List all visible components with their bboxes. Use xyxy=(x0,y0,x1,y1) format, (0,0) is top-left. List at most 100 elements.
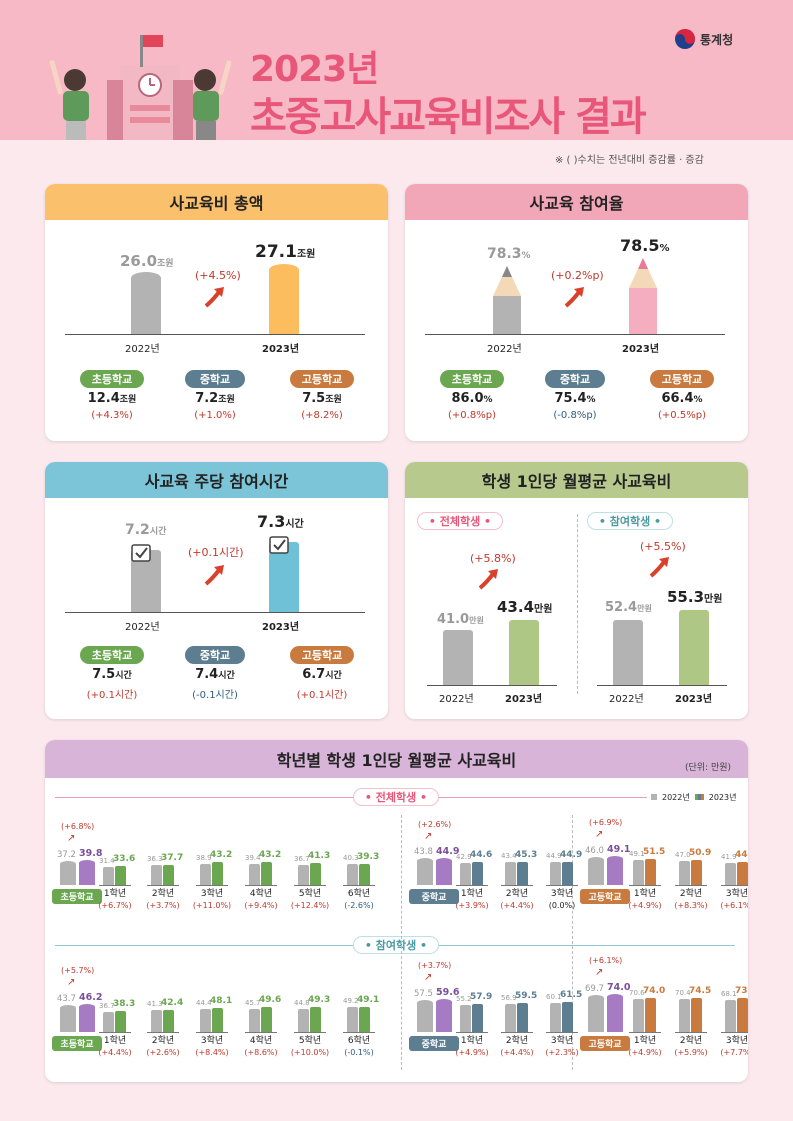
total-2023-bar xyxy=(607,993,623,1032)
grade-label: 3학년 xyxy=(200,889,224,899)
grade-2022-value: 39.4 xyxy=(245,853,261,862)
grade-2022-bar xyxy=(298,1008,309,1032)
grade-label: 1학년 xyxy=(460,1036,484,1046)
grade-2023-bar xyxy=(645,997,656,1032)
grade-change: (+6.7%) xyxy=(98,901,132,910)
change-note: ※ ( )수치는 전년대비 증감률 · 증감 xyxy=(555,155,704,166)
part-curr-year: 2023년 xyxy=(675,694,713,705)
total-change: (+2.6%) xyxy=(418,819,452,829)
total-2023-value: 39.8 xyxy=(79,847,103,859)
up-arrow-icon: ↗ xyxy=(595,829,604,841)
grade-2023-value: 74.5 xyxy=(689,985,712,996)
grade-2023-bar xyxy=(115,1011,126,1032)
baseline xyxy=(343,1032,375,1033)
participation-card: 사교육 참여율 78.3% 78.5% (+0.2%p) 2022년 2023년… xyxy=(405,184,748,441)
grade-2023-bar xyxy=(517,861,528,885)
up-arrow-icon xyxy=(204,565,224,586)
up-arrow-icon xyxy=(649,557,669,578)
grade-2022-value: 55.2 xyxy=(456,994,472,1003)
grade-label: 3학년 xyxy=(550,889,574,899)
grade-label: 6학년 xyxy=(347,1036,371,1046)
grade-change: (+3.7%) xyxy=(146,901,180,910)
grade-change: (+4.9%) xyxy=(628,1048,662,1057)
total-prev-year: 2022년 xyxy=(125,344,160,355)
baseline xyxy=(427,685,557,686)
grade-2023-value: 43.2 xyxy=(210,850,233,861)
baseline xyxy=(147,885,179,886)
grade-change: (+4.9%) xyxy=(455,1048,489,1057)
grade-2022-bar xyxy=(633,860,644,885)
grade-2022-value: 68.1 xyxy=(721,989,737,998)
grade-2023-bar xyxy=(359,1007,370,1032)
grade-label: 2학년 xyxy=(505,1036,529,1046)
grade-2023-value: 61.5 xyxy=(560,990,583,1001)
grade-change: (-0.1%) xyxy=(344,1048,374,1057)
grade-2023-bar xyxy=(163,864,174,885)
grade-2022-bar xyxy=(249,863,260,885)
grade-2023-bar xyxy=(261,862,272,885)
grade-change: (+7.7%) xyxy=(720,1048,748,1057)
monthly-card: 학생 1인당 월평균 사교육비 • 전체학생 • • 참여학생 • (+5.8%… xyxy=(405,462,748,719)
grade-2023-bar xyxy=(212,1007,223,1032)
grade-2022-bar xyxy=(550,861,561,885)
participation-curr-year: 2023년 xyxy=(622,344,660,355)
school-value: 66.4% xyxy=(661,391,703,406)
grade-change: (-2.6%) xyxy=(344,901,374,910)
grade-2022-bar xyxy=(347,863,358,885)
up-arrow-icon: ↗ xyxy=(424,972,433,984)
grade-2022-bar xyxy=(679,999,690,1032)
grade-2023-bar xyxy=(359,863,370,885)
baseline xyxy=(629,1032,661,1033)
grade-2023-value: 59.5 xyxy=(515,991,538,1002)
grade-2022-bar xyxy=(151,1010,162,1032)
part-prev-year: 2022년 xyxy=(609,694,644,705)
grade-2022-bar xyxy=(460,1004,471,1032)
participation-curr-value: 78.5% xyxy=(620,236,670,255)
grade-2023-value: 44.6 xyxy=(470,849,493,860)
total-change: (+5.7%) xyxy=(61,966,95,976)
baseline xyxy=(425,334,725,335)
up-arrow-icon: ↗ xyxy=(595,966,604,978)
grade-2022-value: 47.0 xyxy=(675,851,691,860)
total-2022-bar xyxy=(60,860,76,885)
grade-label: 4학년 xyxy=(249,889,273,899)
grade-2022-value: 31.4 xyxy=(99,856,115,865)
participation-prev-value: 78.3% xyxy=(487,246,531,262)
total-2022-value: 46.0 xyxy=(585,846,604,857)
grade-2023-value: 50.9 xyxy=(689,847,712,858)
grade-label: 2학년 xyxy=(679,889,703,899)
grade-change: (+5.9%) xyxy=(674,1048,708,1057)
grade-change: (+10.0%) xyxy=(290,1048,330,1057)
grade-2023-bar xyxy=(737,997,748,1032)
school-change: (+0.1시간) xyxy=(86,690,138,701)
grade-2022-bar xyxy=(200,864,211,885)
grade-change: (+6.1%) xyxy=(720,901,748,910)
grade-change: (+4.4%) xyxy=(500,1048,534,1057)
up-arrow-icon xyxy=(204,287,224,308)
grade-2022-bar xyxy=(679,861,690,885)
part-change: (+5.5%) xyxy=(640,540,686,553)
total-2022-value: 57.5 xyxy=(414,989,433,999)
grade-2023-value: 57.9 xyxy=(470,991,493,1002)
calendar-check-icon xyxy=(131,544,151,562)
baseline xyxy=(675,1032,707,1033)
total-change: (+3.7%) xyxy=(418,961,452,971)
total-curr-bar xyxy=(269,264,299,334)
grade-change: (+4.4%) xyxy=(98,1048,132,1057)
school-badge: 고등학교 xyxy=(650,370,714,388)
total-2022-bar xyxy=(417,1000,433,1032)
grade-label: 2학년 xyxy=(505,889,529,899)
divider xyxy=(577,514,578,694)
baseline xyxy=(99,885,131,886)
up-arrow-icon xyxy=(564,287,584,308)
grade-2022-value: 38.9 xyxy=(196,854,212,863)
taegeuk-icon xyxy=(675,29,695,49)
baseline xyxy=(99,1032,131,1033)
legend: 2022년 2023년 xyxy=(647,792,741,803)
participation-prev-year: 2022년 xyxy=(487,344,522,355)
grade-2023-value: 38.3 xyxy=(113,999,136,1010)
part-prev-bar xyxy=(613,620,643,685)
baseline xyxy=(501,885,533,886)
grade-2023-value: 44.9 xyxy=(560,849,583,860)
grade-2023-bar xyxy=(562,1002,573,1032)
